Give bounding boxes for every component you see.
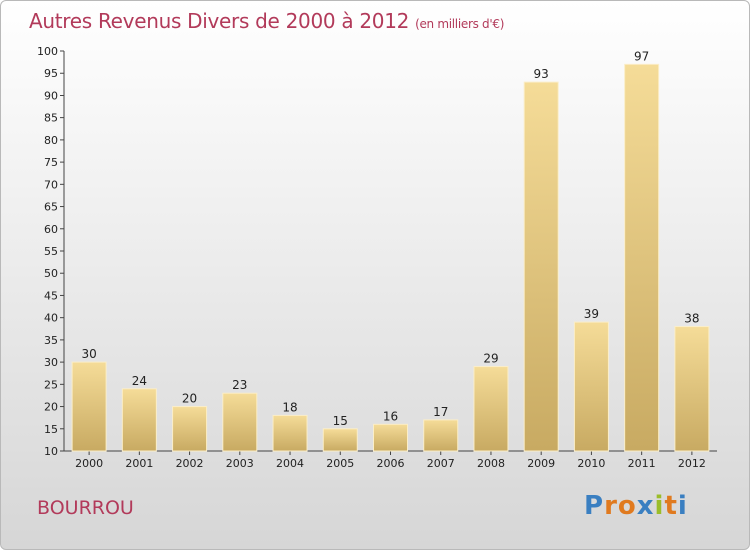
- y-tick-label: 10: [44, 445, 58, 458]
- x-tick-label: 2006: [377, 457, 405, 470]
- logo-letter: i: [654, 491, 665, 521]
- bar: [272, 414, 308, 452]
- proxiti-logo: Proxiti: [584, 491, 688, 521]
- bar: [573, 321, 609, 452]
- chart-unit: (en milliers d'€): [415, 17, 505, 31]
- x-tick-label: 2011: [628, 457, 656, 470]
- bar: [423, 419, 459, 452]
- bar-value-label: 97: [634, 49, 649, 63]
- logo-letter: i: [677, 491, 688, 521]
- chart-title: Autres Revenus Divers de 2000 à 2012 (en …: [29, 9, 504, 33]
- y-tick-label: 40: [44, 312, 58, 325]
- logo-letter: t: [664, 491, 678, 521]
- bar-value-label: 17: [433, 405, 448, 419]
- bar: [674, 326, 710, 452]
- y-tick-label: 85: [44, 112, 58, 125]
- logo-letter: r: [604, 491, 618, 521]
- bar: [373, 423, 408, 452]
- bar-value-label: 16: [383, 409, 398, 423]
- bar-value-label: 20: [182, 392, 197, 406]
- x-tick-label: 2002: [176, 457, 204, 470]
- x-tick-label: 2008: [477, 457, 505, 470]
- y-tick-label: 50: [44, 267, 58, 280]
- y-tick-label: 55: [44, 245, 58, 258]
- x-tick-label: 2001: [125, 457, 153, 470]
- y-tick-label: 15: [44, 423, 58, 436]
- logo-letter: x: [636, 491, 655, 521]
- bar-value-label: 15: [333, 414, 348, 428]
- bar-value-label: 29: [483, 352, 498, 366]
- y-tick-label: 100: [37, 45, 58, 58]
- bar: [322, 428, 358, 452]
- bar: [172, 406, 208, 452]
- y-tick-label: 25: [44, 378, 58, 391]
- place-name: BOURROU: [37, 497, 134, 519]
- axis-layer: 10 15 20 25 30 35 40 45 50 55 60 65 70 75 80 85 90 95 100 2…: [37, 45, 717, 470]
- x-tick-label: 2009: [527, 457, 555, 470]
- x-tick-label: 2000: [75, 457, 103, 470]
- y-tick-label: 35: [44, 334, 58, 347]
- bar: [473, 366, 509, 452]
- bar-value-label: 18: [282, 400, 297, 414]
- y-tick-label: 45: [44, 289, 58, 302]
- bar: [71, 361, 107, 452]
- bar-value-label: 38: [684, 312, 699, 326]
- bar: [523, 81, 559, 452]
- logo-letter: o: [617, 491, 637, 521]
- bar: [121, 388, 157, 452]
- bar-value-label: 39: [584, 307, 599, 321]
- logo-letter: P: [584, 491, 605, 521]
- bar-value-label: 24: [132, 374, 147, 388]
- x-tick-label: 2004: [276, 457, 304, 470]
- y-tick-label: 95: [44, 67, 58, 80]
- bar-value-label: 30: [81, 347, 96, 361]
- y-tick-label: 70: [44, 178, 58, 191]
- chart-title-text: Autres Revenus Divers de 2000 à 2012: [29, 9, 410, 33]
- y-tick-label: 80: [44, 134, 58, 147]
- y-tick-label: 65: [44, 201, 58, 214]
- bar-layer: 30 24 20 23 18 15 16 17 29 93 39 97 38: [71, 49, 710, 452]
- y-tick-label: 90: [44, 89, 58, 102]
- y-tick-label: 30: [44, 356, 58, 369]
- x-tick-label: 2010: [577, 457, 605, 470]
- x-tick-label: 2005: [326, 457, 354, 470]
- x-tick-label: 2007: [427, 457, 455, 470]
- bar: [624, 63, 660, 452]
- bar-value-label: 93: [534, 67, 549, 81]
- x-tick-label: 2003: [226, 457, 254, 470]
- y-tick-label: 75: [44, 156, 58, 169]
- x-tick-label: 2012: [678, 457, 706, 470]
- bar-value-label: 23: [232, 378, 247, 392]
- bar: [222, 392, 258, 452]
- y-tick-label: 20: [44, 401, 58, 414]
- y-tick-label: 60: [44, 223, 58, 236]
